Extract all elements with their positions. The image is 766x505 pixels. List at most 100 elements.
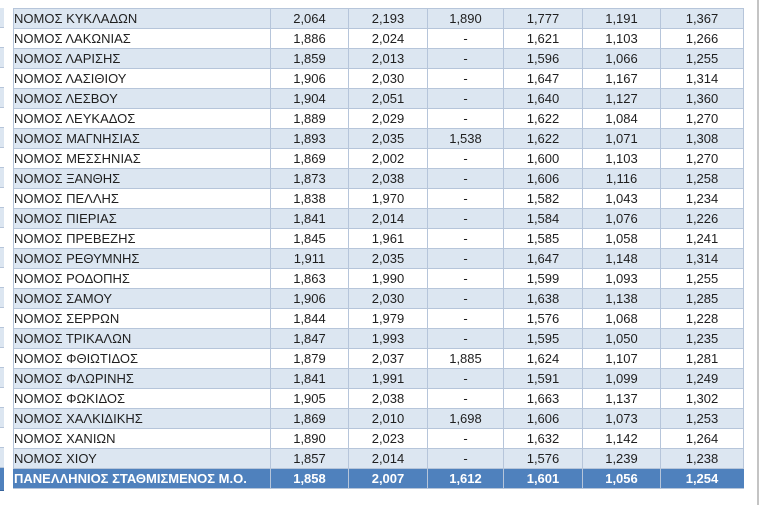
cell-value: 1,911 bbox=[270, 248, 349, 269]
cell-value: 1,621 bbox=[503, 28, 583, 49]
cell-value: 2,037 bbox=[348, 348, 428, 369]
cell-value: - bbox=[427, 268, 504, 289]
row-label: ΝΟΜΟΣ ΜΕΣΣΗΝΙΑΣ bbox=[13, 148, 271, 169]
cell-value: 1,606 bbox=[503, 168, 583, 189]
cell-value: 1,103 bbox=[582, 148, 661, 169]
cell-value: 1,142 bbox=[582, 428, 661, 449]
row-label: ΝΟΜΟΣ ΦΩΚΙΔΟΣ bbox=[13, 388, 271, 409]
row-label: ΝΟΜΟΣ ΤΡΙΚΑΛΩΝ bbox=[13, 328, 271, 349]
cell-value: - bbox=[427, 88, 504, 109]
row-label: ΝΟΜΟΣ ΦΛΩΡΙΝΗΣ bbox=[13, 368, 271, 389]
table-row: ΝΟΜΟΣ ΛΕΣΒΟΥ 1,904 2,051-1,640 1,127 1,360 bbox=[13, 88, 744, 109]
cell-value: 1,191 bbox=[582, 8, 661, 29]
cell-value: 1,281 bbox=[660, 348, 744, 369]
cell-value: 1,841 bbox=[270, 368, 349, 389]
cropped-cell-fragment bbox=[0, 308, 4, 328]
row-label: ΝΟΜΟΣ ΠΡΕΒΕΖΗΣ bbox=[13, 228, 271, 249]
cell-value: 1,099 bbox=[582, 368, 661, 389]
cell-value: 2,064 bbox=[270, 8, 349, 29]
footer-cell-value: 1,056 bbox=[582, 468, 661, 489]
cell-value: 1,239 bbox=[582, 448, 661, 469]
cell-value: - bbox=[427, 68, 504, 89]
cell-value: 1,582 bbox=[503, 188, 583, 209]
table-row: ΝΟΜΟΣ ΜΑΓΝΗΣΙΑΣ 1,893 2,035 1,538 1,622 1,071… bbox=[13, 128, 744, 149]
row-label: ΝΟΜΟΣ ΛΑΣΙΘΙΟΥ bbox=[13, 68, 271, 89]
cell-value: 1,845 bbox=[270, 228, 349, 249]
cell-value: 1,859 bbox=[270, 48, 349, 69]
cell-value: 1,538 bbox=[427, 128, 504, 149]
cell-value: 1,638 bbox=[503, 288, 583, 309]
cell-value: - bbox=[427, 168, 504, 189]
cropped-cell-fragment bbox=[0, 408, 4, 428]
cell-value: 1,249 bbox=[660, 368, 744, 389]
cell-value: 1,071 bbox=[582, 128, 661, 149]
cell-value: 1,624 bbox=[503, 348, 583, 369]
cell-value: 1,043 bbox=[582, 188, 661, 209]
table-row: ΝΟΜΟΣ ΞΑΝΘΗΣ 1,873 2,038-1,606 1,116 1,258 bbox=[13, 168, 744, 189]
cell-value: 1,148 bbox=[582, 248, 661, 269]
table-row: ΝΟΜΟΣ ΚΥΚΛΑΔΩΝ 2,064 2,193 1,890 1,777 1,191 1… bbox=[13, 8, 744, 29]
cell-value: 1,234 bbox=[660, 188, 744, 209]
cropped-cell-fragment bbox=[0, 328, 4, 348]
row-label: ΝΟΜΟΣ ΡΟΔΟΠΗΣ bbox=[13, 268, 271, 289]
cell-value: 1,255 bbox=[660, 268, 744, 289]
cell-value: 1,285 bbox=[660, 288, 744, 309]
cell-value: 1,138 bbox=[582, 288, 661, 309]
cell-value: 1,314 bbox=[660, 68, 744, 89]
cropped-cell-fragment bbox=[0, 188, 4, 208]
cell-value: 1,253 bbox=[660, 408, 744, 429]
cropped-cell-fragment bbox=[0, 48, 4, 68]
cell-value: - bbox=[427, 368, 504, 389]
cell-value: 1,073 bbox=[582, 408, 661, 429]
table-row: ΝΟΜΟΣ ΡΟΔΟΠΗΣ 1,863 1,990-1,599 1,093 1,255 bbox=[13, 268, 744, 289]
cell-value: - bbox=[427, 48, 504, 69]
cell-value: 2,013 bbox=[348, 48, 428, 69]
cell-value: 1,869 bbox=[270, 408, 349, 429]
row-label: ΝΟΜΟΣ ΡΕΘΥΜΝΗΣ bbox=[13, 248, 271, 269]
cell-value: 1,904 bbox=[270, 88, 349, 109]
cell-value: 1,890 bbox=[270, 428, 349, 449]
row-label: ΝΟΜΟΣ ΧΑΛΚΙΔΙΚΗΣ bbox=[13, 408, 271, 429]
row-label: ΝΟΜΟΣ ΛΕΣΒΟΥ bbox=[13, 88, 271, 109]
cell-value: - bbox=[427, 228, 504, 249]
cell-value: 1,991 bbox=[348, 368, 428, 389]
cell-value: 2,035 bbox=[348, 248, 428, 269]
cell-value: 1,066 bbox=[582, 48, 661, 69]
table-row: ΝΟΜΟΣ ΣΑΜΟΥ 1,906 2,030-1,638 1,138 1,285 bbox=[13, 288, 744, 309]
footer-cell-value: 1,601 bbox=[503, 468, 583, 489]
cropped-cell-fragment bbox=[0, 388, 4, 408]
cell-value: 1,093 bbox=[582, 268, 661, 289]
table-row: ΝΟΜΟΣ ΣΕΡΡΩΝ 1,844 1,979-1,576 1,068 1,228 bbox=[13, 308, 744, 329]
cropped-cell-fragment bbox=[0, 368, 4, 388]
cell-value: 1,595 bbox=[503, 328, 583, 349]
cell-value: 1,308 bbox=[660, 128, 744, 149]
cell-value: 1,360 bbox=[660, 88, 744, 109]
cell-value: 1,367 bbox=[660, 8, 744, 29]
cell-value: - bbox=[427, 308, 504, 329]
row-label: ΝΟΜΟΣ ΛΑΡΙΣΗΣ bbox=[13, 48, 271, 69]
cell-value: 2,014 bbox=[348, 208, 428, 229]
cell-value: 1,226 bbox=[660, 208, 744, 229]
row-label: ΝΟΜΟΣ ΣΑΜΟΥ bbox=[13, 288, 271, 309]
cropped-cell-fragment bbox=[0, 148, 4, 168]
cell-value: 1,647 bbox=[503, 248, 583, 269]
cell-value: 1,270 bbox=[660, 148, 744, 169]
cell-value: 2,051 bbox=[348, 88, 428, 109]
table-row: ΝΟΜΟΣ ΠΕΛΛΗΣ 1,838 1,970-1,582 1,043 1,234 bbox=[13, 188, 744, 209]
table-row: ΝΟΜΟΣ ΦΘΙΩΤΙΔΟΣ 1,879 2,037 1,885 1,624 1,107… bbox=[13, 348, 744, 369]
cell-value: 1,576 bbox=[503, 308, 583, 329]
cropped-cell-fragment bbox=[0, 208, 4, 228]
cropped-cell-fragment bbox=[0, 128, 4, 148]
cell-value: 1,050 bbox=[582, 328, 661, 349]
cropped-cell-fragment bbox=[0, 88, 4, 108]
cropped-cell-fragment bbox=[0, 248, 4, 268]
cell-value: 1,084 bbox=[582, 108, 661, 129]
cell-value: 1,841 bbox=[270, 208, 349, 229]
cell-value: 1,258 bbox=[660, 168, 744, 189]
row-label: ΝΟΜΟΣ ΠΕΛΛΗΣ bbox=[13, 188, 271, 209]
cell-value: 2,014 bbox=[348, 448, 428, 469]
cell-value: 1,632 bbox=[503, 428, 583, 449]
prefecture-averages-table: ΝΟΜΟΣ ΚΥΚΛΑΔΩΝ 2,064 2,193 1,890 1,777 1,191 1… bbox=[13, 8, 744, 489]
cell-value: 1,970 bbox=[348, 188, 428, 209]
